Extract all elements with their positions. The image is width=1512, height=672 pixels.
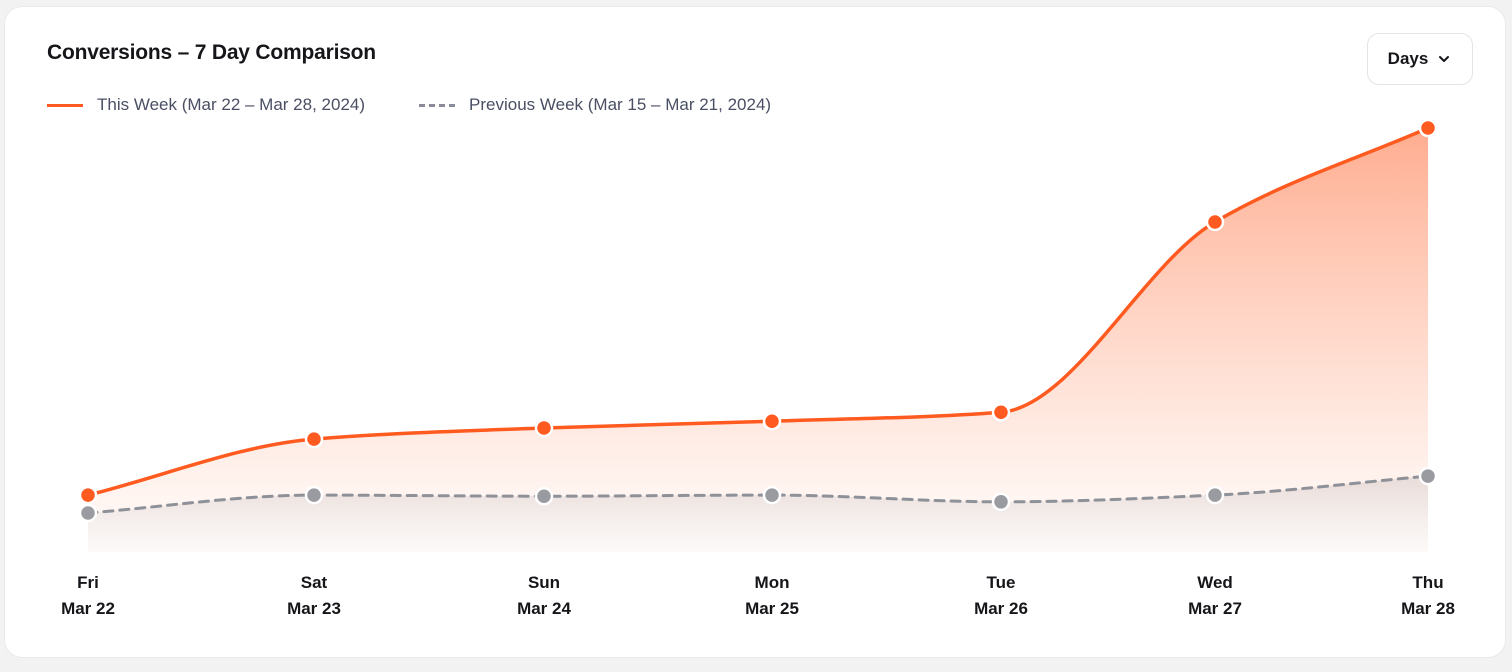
legend-swatch-previous-week (419, 103, 456, 107)
point-previous-week-6[interactable] (1418, 466, 1438, 486)
point-previous-week-2[interactable] (534, 486, 554, 506)
days-dropdown-button[interactable]: Days (1367, 33, 1473, 85)
chevron-down-icon (1439, 56, 1450, 62)
point-this-week-3[interactable] (762, 411, 782, 431)
legend-item-previous-week: Previous Week (Mar 15 – Mar 21, 2024) (419, 95, 771, 115)
x-tick-label-5: Wed Mar 27 (1188, 573, 1242, 618)
area-this-week (88, 128, 1428, 552)
point-this-week-0[interactable] (78, 485, 98, 505)
x-tick-label-1: Sat Mar 23 (287, 573, 341, 618)
x-tick-label-4: Tue Mar 26 (974, 573, 1028, 618)
legend-swatch-this-week (47, 103, 83, 107)
point-previous-week-5[interactable] (1205, 485, 1225, 505)
point-previous-week-1[interactable] (304, 485, 324, 505)
legend-label-previous-week: Previous Week (Mar 15 – Mar 21, 2024) (469, 95, 772, 114)
x-tick-label-2: Sun Mar 24 (517, 573, 571, 618)
point-this-week-2[interactable] (534, 418, 554, 438)
legend-label-this-week: This Week (Mar 22 – Mar 28, 2024) (97, 95, 366, 114)
point-previous-week-4[interactable] (991, 492, 1011, 512)
legend-item-this-week: This Week (Mar 22 – Mar 28, 2024) (47, 95, 365, 115)
point-this-week-6[interactable] (1418, 118, 1438, 138)
chart-title: Conversions – 7 Day Comparison (47, 41, 376, 64)
point-previous-week-3[interactable] (762, 485, 782, 505)
legend: This Week (Mar 22 – Mar 28, 2024) Previo… (47, 95, 825, 115)
point-previous-week-0[interactable] (78, 503, 98, 523)
point-this-week-4[interactable] (991, 403, 1011, 422)
days-dropdown-label: Days (1387, 49, 1429, 68)
x-tick-label-3: Mon Mar 25 (745, 573, 799, 618)
x-tick-label-6: Thu Mar 28 (1401, 573, 1455, 618)
point-this-week-1[interactable] (304, 429, 324, 449)
point-this-week-5[interactable] (1205, 212, 1225, 232)
x-tick-label-0: Fri Mar 22 (61, 573, 115, 618)
